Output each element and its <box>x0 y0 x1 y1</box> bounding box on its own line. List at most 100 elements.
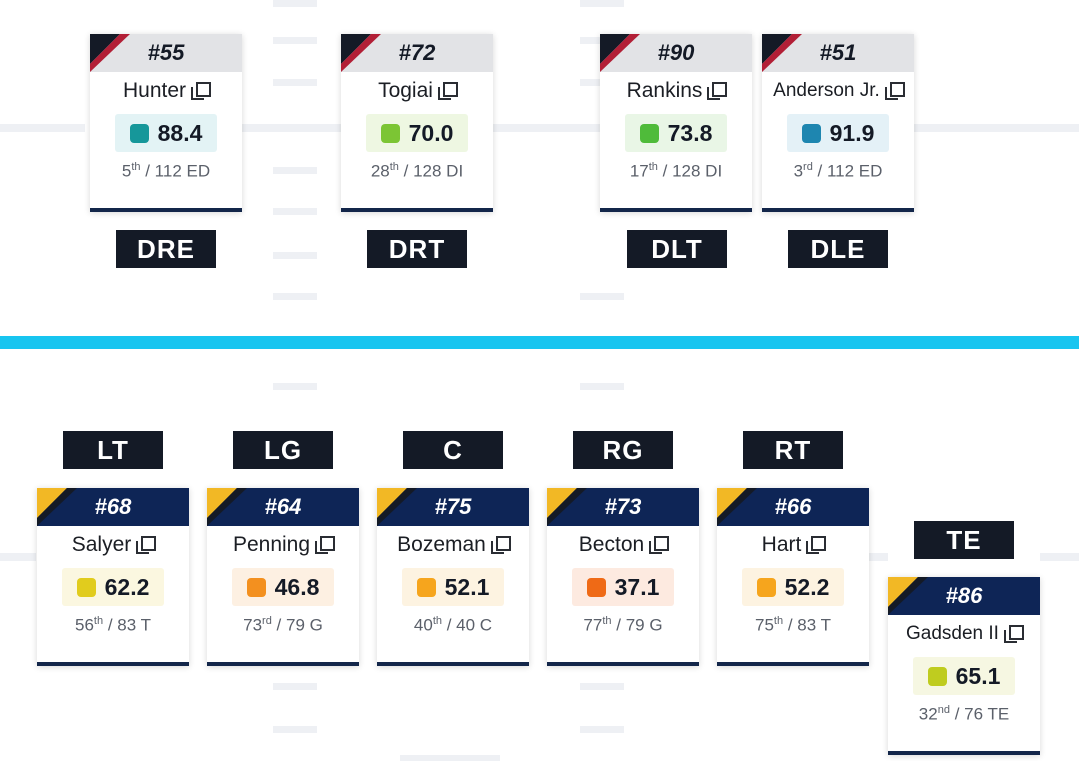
position-rank: 17th / 128 DI <box>600 161 752 182</box>
position-rank: 5th / 112 ED <box>90 161 242 182</box>
player-card-becton[interactable]: #73 Becton 37.1 77th / 79 G <box>547 488 699 666</box>
player-card-bozeman[interactable]: #75 Bozeman 52.1 40th / 40 C <box>377 488 529 666</box>
jersey-number: #75 <box>434 494 472 519</box>
copy-icon[interactable] <box>437 82 458 100</box>
grade-value: 52.1 <box>444 573 490 600</box>
grade-badge: 52.1 <box>402 568 504 606</box>
player-card-salyer[interactable]: #68 Salyer 62.2 56th / 83 T <box>37 488 189 666</box>
player-name-row[interactable]: Becton <box>547 526 699 564</box>
rank-total: / 79 G <box>271 615 323 635</box>
grade-value: 62.2 <box>104 573 150 600</box>
player-name: Anderson Jr. <box>773 80 880 101</box>
rank-number: 17 <box>629 161 649 181</box>
card-header: #75 <box>377 488 529 526</box>
jersey-number: #73 <box>604 494 642 519</box>
grade-badge: 65.1 <box>913 657 1015 695</box>
jersey-number: #72 <box>398 40 436 65</box>
player-name-row[interactable]: Anderson Jr. <box>762 72 914 110</box>
stripe-icon <box>341 34 381 72</box>
rank-total: / 128 DI <box>657 161 723 181</box>
copy-icon[interactable] <box>649 536 670 554</box>
position-label-lg: LG <box>233 431 333 469</box>
yard-line <box>0 553 36 561</box>
hash-mark <box>580 383 624 390</box>
copy-icon[interactable] <box>884 82 905 100</box>
rank-total: / 76 TE <box>949 704 1010 724</box>
stripe-icon <box>207 488 247 526</box>
rank-number: 75 <box>755 615 774 635</box>
player-name-row[interactable]: Penning <box>207 526 359 564</box>
rank-suffix: th <box>432 615 442 627</box>
player-name-row[interactable]: Bozeman <box>377 526 529 564</box>
copy-icon[interactable] <box>806 536 827 554</box>
copy-icon[interactable] <box>136 536 157 554</box>
rank-suffix: rd <box>262 615 272 627</box>
rank-suffix: nd <box>937 704 950 716</box>
player-card-penning[interactable]: #64 Penning 46.8 73rd / 79 G <box>207 488 359 666</box>
player-card-hart[interactable]: #66 Hart 52.2 75th / 83 T <box>717 488 869 666</box>
player-card-hunter[interactable]: #55 Hunter 88.4 5th / 112 ED <box>90 34 242 212</box>
player-name-row[interactable]: Gadsden II <box>888 615 1040 653</box>
yard-line <box>0 124 85 132</box>
hash-mark <box>273 726 317 733</box>
copy-icon[interactable] <box>191 82 212 100</box>
grade-badge: 88.4 <box>115 114 217 152</box>
player-name-row[interactable]: Salyer <box>37 526 189 564</box>
grade-value: 70.0 <box>408 119 454 146</box>
position-rank: 56th / 83 T <box>37 615 189 636</box>
position-rank: 40th / 40 C <box>377 615 529 636</box>
field-mark <box>400 755 500 761</box>
grade-badge: 46.8 <box>232 568 334 606</box>
card-header: #72 <box>341 34 493 72</box>
position-label-te: TE <box>914 521 1014 559</box>
rank-suffix: th <box>93 615 104 627</box>
grade-value: 46.8 <box>274 573 320 600</box>
player-name-row[interactable]: Hart <box>717 526 869 564</box>
rank-suffix: th <box>131 161 141 173</box>
copy-icon[interactable] <box>490 536 511 554</box>
player-name-row[interactable]: Rankins <box>600 72 752 110</box>
card-header: #86 <box>888 577 1040 615</box>
position-rank: 73rd / 79 G <box>207 615 359 636</box>
rank-total: / 128 DI <box>398 161 464 181</box>
copy-icon[interactable] <box>315 536 336 554</box>
card-header: #90 <box>600 34 752 72</box>
stripe-icon <box>717 488 757 526</box>
hash-mark <box>580 0 624 7</box>
hash-mark <box>273 167 317 174</box>
grade-value: 91.9 <box>829 119 875 146</box>
jersey-number: #68 <box>94 494 132 519</box>
player-card-gadsden[interactable]: #86 Gadsden II 65.1 32nd / 76 TE <box>888 577 1040 755</box>
jersey-number: #90 <box>657 40 695 65</box>
jersey-number: #55 <box>147 40 185 65</box>
rank-number: 77 <box>583 615 603 635</box>
rank-number: 5 <box>121 161 132 181</box>
player-name-row[interactable]: Togiai <box>341 72 493 110</box>
player-card-togiai[interactable]: #72 Togiai 70.0 28th / 128 DI <box>341 34 493 212</box>
stripe-icon <box>37 488 77 526</box>
hash-mark <box>273 37 317 44</box>
grade-color-swatch <box>927 666 947 686</box>
grade-color-swatch <box>380 123 400 143</box>
player-card-anderson[interactable]: #51 Anderson Jr. 91.9 3rd / 112 ED <box>762 34 914 212</box>
player-name: Salyer <box>71 533 132 556</box>
hash-mark <box>273 252 317 259</box>
grade-badge: 52.2 <box>742 568 844 606</box>
stripe-icon <box>90 34 130 72</box>
hash-mark <box>273 293 317 300</box>
player-card-rankins[interactable]: #90 Rankins 73.8 17th / 128 DI <box>600 34 752 212</box>
rank-number: 3 <box>793 161 804 181</box>
position-label-rt: RT <box>743 431 843 469</box>
yard-line <box>492 124 600 132</box>
position-rank: 3rd / 112 ED <box>762 161 914 182</box>
rank-number: 28 <box>370 161 390 181</box>
grade-color-swatch <box>639 123 659 143</box>
copy-icon[interactable] <box>707 82 728 100</box>
player-name: Gadsden II <box>906 623 999 644</box>
yard-line <box>1040 553 1079 561</box>
rank-suffix: th <box>648 161 658 173</box>
copy-icon[interactable] <box>1003 625 1024 643</box>
player-name-row[interactable]: Hunter <box>90 72 242 110</box>
jersey-number: #86 <box>945 583 983 608</box>
player-name: Becton <box>578 533 645 556</box>
